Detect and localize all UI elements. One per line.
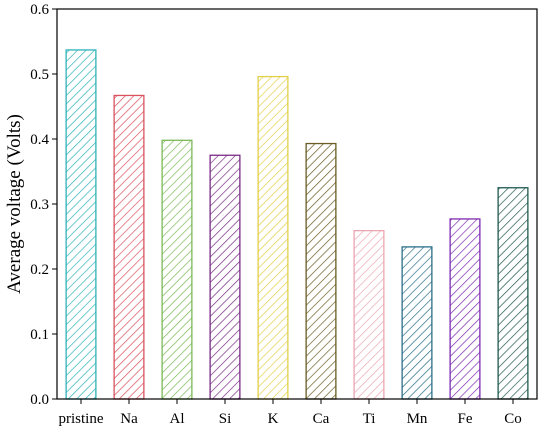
- bar-mn: [401, 246, 433, 400]
- bar-si: [209, 154, 241, 400]
- x-tick-label-k: K: [268, 411, 279, 427]
- bars-group: [65, 49, 529, 400]
- x-tick-label-al: Al: [170, 411, 185, 427]
- bar-ti: [353, 229, 385, 400]
- y-tick-label: 0.1: [30, 327, 49, 343]
- x-tick-label-co: Co: [504, 411, 522, 427]
- x-axis: pristine Na Al Si K Ca Ti Mn Fe Co: [59, 399, 522, 427]
- y-tick-label: 0.3: [30, 197, 49, 213]
- bar-pristine: [65, 49, 97, 400]
- y-tick-label: 0.6: [30, 2, 49, 18]
- x-tick-label-ti: Ti: [363, 411, 376, 427]
- y-axis: 0.0 0.1 0.2 0.3 0.4 0.5 0.6: [30, 2, 57, 408]
- y-axis-title: Average voltage (Volts): [4, 114, 25, 294]
- x-tick-label-pristine: pristine: [59, 411, 104, 427]
- y-tick-label: 0.0: [30, 392, 49, 408]
- bar-fe: [449, 218, 481, 400]
- bar-al: [161, 139, 193, 400]
- bar-co: [497, 187, 529, 400]
- x-tick-label-fe: Fe: [458, 411, 473, 427]
- y-tick-label: 0.2: [30, 262, 49, 278]
- bar-k: [257, 75, 289, 400]
- bar-ca: [305, 142, 337, 400]
- y-tick-label: 0.4: [30, 132, 49, 148]
- y-tick-label: 0.5: [30, 67, 49, 83]
- x-tick-label-na: Na: [120, 411, 138, 427]
- x-tick-label-si: Si: [219, 411, 232, 427]
- bar-na: [113, 94, 145, 400]
- x-tick-label-ca: Ca: [313, 411, 330, 427]
- x-tick-label-mn: Mn: [407, 411, 428, 427]
